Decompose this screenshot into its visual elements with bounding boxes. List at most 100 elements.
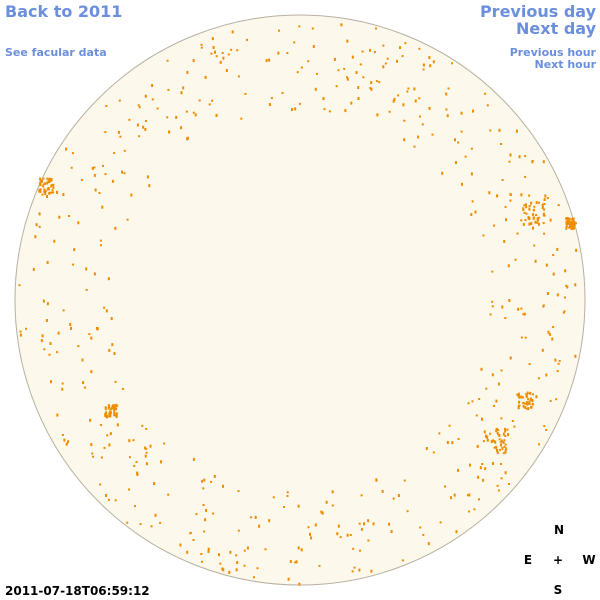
facula [346,533,349,537]
facula [56,413,59,417]
facula [167,493,170,496]
facula [44,190,47,192]
facula [563,296,566,299]
facula [526,403,529,406]
facula [432,451,435,454]
facula [321,511,324,515]
facula [523,312,526,316]
facula [565,226,568,230]
facula [529,392,532,395]
facula [448,424,451,427]
facula [180,126,183,130]
facula [504,449,507,451]
facula [511,420,514,422]
facula [336,532,339,536]
facula [370,81,373,85]
facula [542,160,545,164]
facula [432,60,435,64]
facula [159,521,162,524]
back-link[interactable]: Back to 2011 [5,2,122,21]
facula [494,440,497,444]
facula [111,179,114,183]
facula [264,548,267,551]
facula [133,464,136,467]
facula [422,63,425,67]
facula [52,183,55,187]
facula [469,463,471,467]
facula [556,293,559,297]
facula [537,216,540,219]
facula [41,179,44,183]
facular-link[interactable]: See facular data [5,46,107,59]
facula [474,210,477,214]
facula [542,304,545,307]
next-day-link[interactable]: Next day [516,19,597,38]
facula [291,108,293,111]
facula [322,97,325,101]
facula [219,60,222,64]
facula [221,567,224,571]
facula [497,382,500,386]
facula [235,554,238,557]
facula [215,113,218,117]
facula [518,400,521,404]
facula [554,358,557,362]
facula [419,526,422,529]
facula [545,263,548,267]
facula [367,539,370,542]
facula [300,548,303,552]
facula [228,570,231,574]
facula [402,103,405,107]
facula [77,345,80,348]
facula [114,380,117,383]
facula [483,430,486,434]
facula [546,197,549,199]
facula [565,217,568,220]
next-hour-link[interactable]: Next hour [535,58,597,71]
facula [505,218,507,222]
facula [543,208,546,211]
facula [543,425,546,428]
facula [444,485,446,488]
facula [558,360,561,362]
facula [535,214,537,216]
facula [145,447,148,450]
facula [44,192,47,195]
facula [441,171,444,175]
facula [311,27,314,30]
facula [468,493,471,497]
previous-day-link[interactable]: Previous day [480,2,597,21]
facula [210,52,213,55]
facula [406,510,409,513]
facula [522,207,525,210]
facula [572,220,575,224]
facula [100,244,102,247]
facula [43,183,46,185]
previous-hour-link[interactable]: Previous hour [510,46,597,59]
facula [401,559,404,562]
facula [482,440,485,443]
facula [547,330,550,334]
facula [337,69,340,72]
facula [115,412,118,416]
compass-east: E [524,553,532,567]
facula [497,429,500,432]
facula [565,220,568,224]
facula [46,302,49,306]
facula [546,292,549,295]
facula [113,413,116,416]
facula [265,59,268,63]
facula [91,452,94,455]
facula [25,327,27,330]
facula [343,67,346,70]
facula [277,51,280,55]
facula [208,103,211,106]
facula [118,99,121,102]
facula [393,97,396,101]
facula [88,333,91,336]
facula [149,444,152,448]
facula [105,411,108,415]
facula [572,224,575,228]
facula [489,129,492,132]
facula [486,438,489,442]
